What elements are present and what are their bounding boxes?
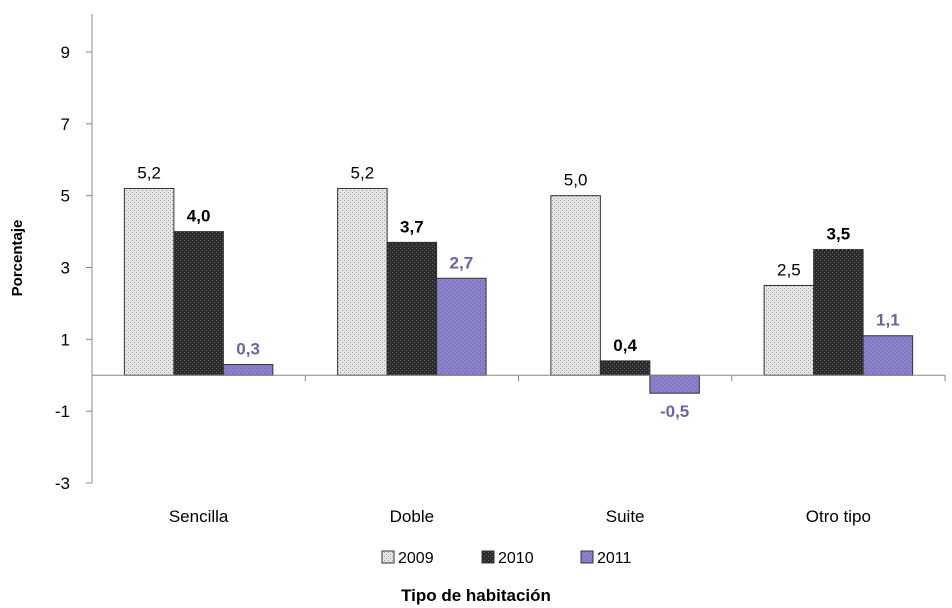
- y-tick-label: 1: [61, 330, 70, 349]
- y-tick-label: 9: [61, 43, 70, 62]
- data-label-2009: 5,2: [351, 163, 375, 182]
- data-label-2011: 1,1: [876, 311, 900, 330]
- legend: 2009 2010 2011: [381, 550, 632, 567]
- data-label-2011: 0,3: [236, 339, 260, 358]
- x-axis-title: Tipo de habitación: [401, 586, 551, 605]
- data-label-2009: 5,0: [564, 171, 588, 190]
- y-tick-label: -1: [55, 402, 70, 421]
- bar-2011: [649, 374, 700, 394]
- data-label-2009: 2,5: [777, 260, 801, 279]
- category-label: Sencilla: [169, 507, 229, 526]
- category-label: Doble: [390, 507, 434, 526]
- data-label-2010: 3,5: [827, 225, 851, 244]
- bar-2011: [222, 363, 274, 376]
- y-axis-title: Porcentaje: [9, 220, 26, 297]
- data-label-2011: -0,5: [660, 402, 689, 421]
- bar-2010: [173, 231, 224, 376]
- legend-label-2009: 2009: [398, 550, 434, 567]
- legend-label-2010: 2010: [498, 550, 534, 567]
- legend-swatch-2010: [481, 550, 495, 564]
- bar-2011: [862, 335, 914, 376]
- category-label: Otro tipo: [806, 507, 871, 526]
- legend-label-2011: 2011: [597, 550, 632, 567]
- y-tick-label: 5: [61, 187, 70, 206]
- data-label-2009: 5,2: [137, 163, 161, 182]
- data-label-2010: 0,4: [613, 336, 637, 355]
- bars: [123, 187, 914, 394]
- y-axis: -3 -1 1 3 5 7 9: [55, 14, 93, 493]
- data-label-2010: 3,7: [400, 217, 424, 236]
- bar-2010: [813, 249, 864, 376]
- x-axis: Sencilla Doble Suite Otro tipo: [91, 374, 946, 526]
- bar-2009: [763, 284, 815, 376]
- data-label-2010: 4,0: [187, 207, 211, 226]
- category-label: Suite: [606, 507, 645, 526]
- y-tick-label: -3: [55, 474, 70, 493]
- bar-2010: [599, 360, 651, 376]
- bar-2011: [436, 277, 487, 376]
- data-label-2011: 2,7: [450, 253, 474, 272]
- bar-2009: [337, 187, 388, 376]
- bar-2009: [123, 187, 175, 376]
- y-tick-label: 7: [61, 115, 70, 134]
- data-labels: 5,2 5,2 5,0 2,5 4,0 3,7 0,4 3,5 0,3 2,7 -0,5 1,1: [137, 163, 899, 421]
- bar-2010: [386, 241, 438, 376]
- bar-2009: [550, 195, 601, 376]
- legend-swatch-2009: [381, 550, 395, 564]
- y-tick-label: 3: [61, 259, 70, 278]
- legend-swatch-2011: [580, 550, 594, 564]
